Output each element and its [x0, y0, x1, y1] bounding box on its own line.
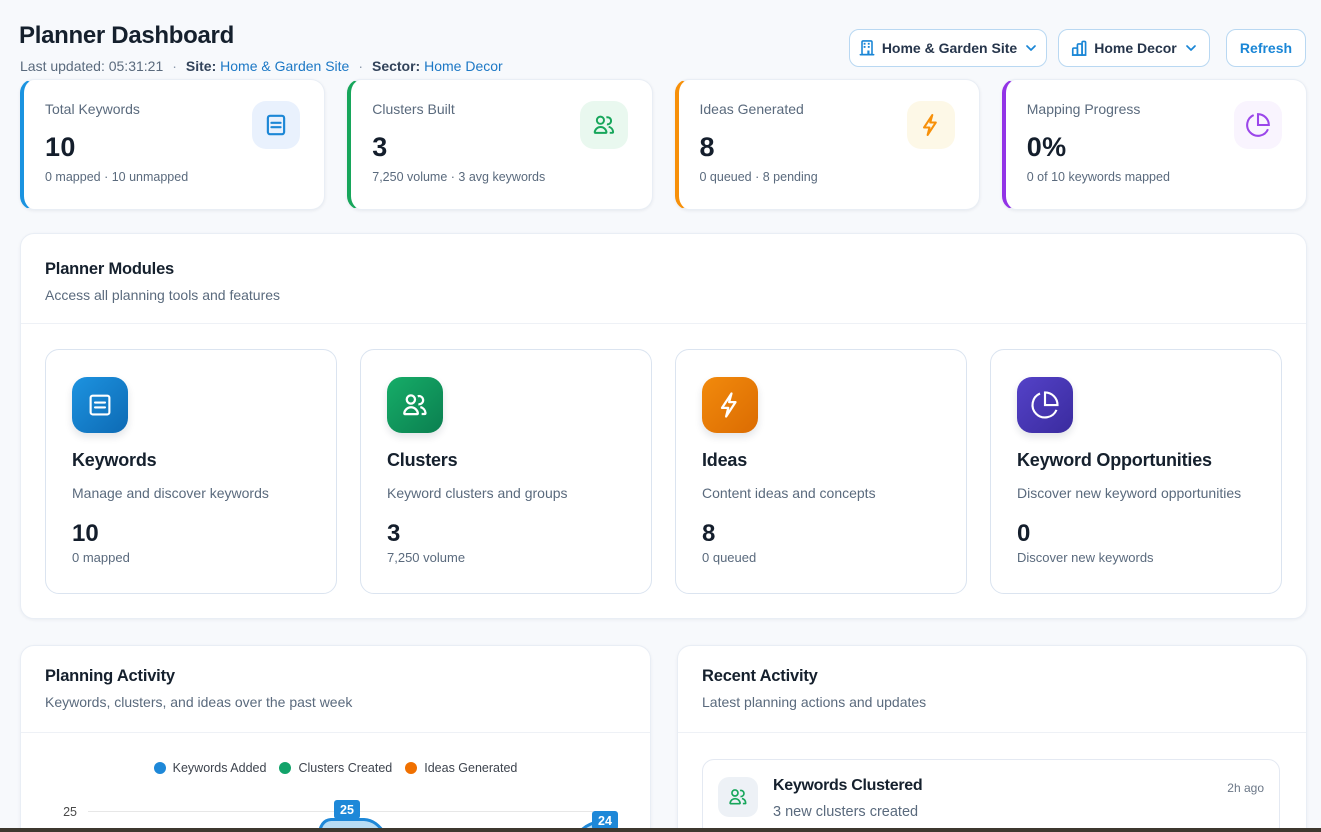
svg-text:24: 24: [598, 814, 612, 828]
svg-text:25: 25: [340, 803, 354, 817]
